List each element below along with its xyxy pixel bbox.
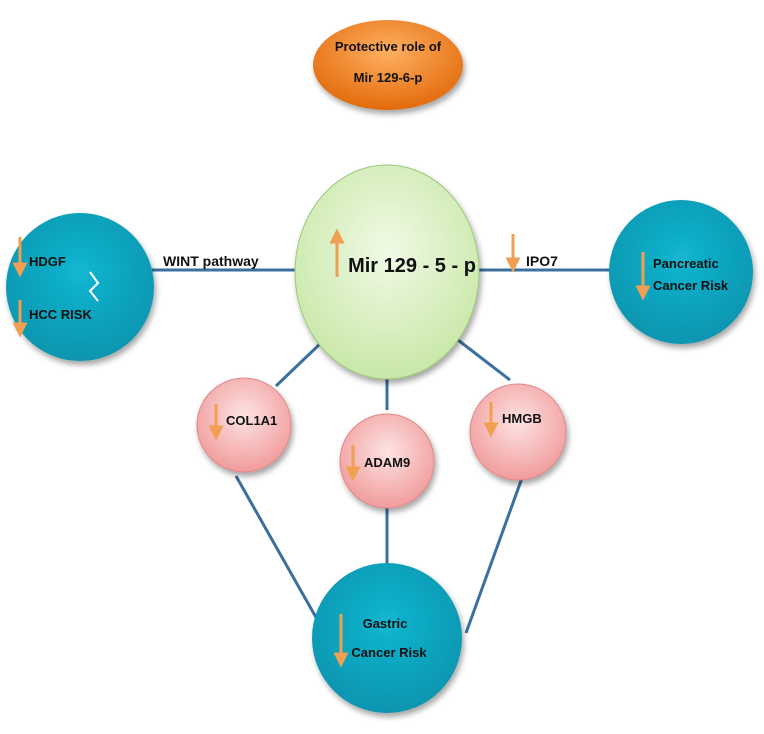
title-line-2: Mir 129-6-p xyxy=(354,70,423,85)
hcc-risk-label: HCC RISK xyxy=(29,307,92,322)
connectors xyxy=(150,268,612,634)
right-node-shape xyxy=(609,200,753,344)
interaction-zigzag-icon xyxy=(88,271,100,302)
col1a1-shape xyxy=(196,377,292,473)
center-node-label: Mir 129 - 5 - p xyxy=(348,255,476,277)
title-node-shape xyxy=(313,20,463,110)
target-node-col1a1: COL1A1 xyxy=(196,377,292,473)
pancreatic-line-1: Pancreatic xyxy=(653,256,719,271)
center-node: Mir 129 - 5 - p xyxy=(294,164,480,380)
gastric-line-2: Cancer Risk xyxy=(351,645,427,660)
right-outcome-node: Pancreatic Cancer Risk xyxy=(609,200,753,344)
wint-pathway-label: WINT pathway xyxy=(163,253,259,269)
left-node-shape xyxy=(6,213,154,361)
ipo7-label: IPO7 xyxy=(526,253,558,269)
connector-center-hmgb xyxy=(457,338,511,382)
connector-col1a1-gastric xyxy=(234,475,324,629)
connector-hmgb-gastric xyxy=(464,477,524,634)
target-node-hmgb: HMGB xyxy=(469,383,567,481)
col1a1-label: COL1A1 xyxy=(226,413,277,428)
hdgf-label: HDGF xyxy=(29,254,66,269)
gastric-node-shape xyxy=(312,563,462,713)
hmgb-shape xyxy=(469,383,567,481)
bottom-outcome-node: Gastric Cancer Risk xyxy=(312,563,462,713)
pancreatic-line-2: Cancer Risk xyxy=(653,278,729,293)
left-outcome-node: HDGF HCC RISK xyxy=(6,213,154,361)
adam9-shape xyxy=(339,413,435,509)
title-node: Protective role of Mir 129-6-p xyxy=(313,20,463,110)
center-node-shape xyxy=(294,164,480,380)
adam9-label: ADAM9 xyxy=(364,455,410,470)
gastric-line-1: Gastric xyxy=(363,616,408,631)
connector-center-col1a1 xyxy=(274,340,324,388)
target-node-adam9: ADAM9 xyxy=(339,413,435,509)
title-line-1: Protective role of xyxy=(335,39,442,54)
hmgb-label: HMGB xyxy=(502,411,542,426)
